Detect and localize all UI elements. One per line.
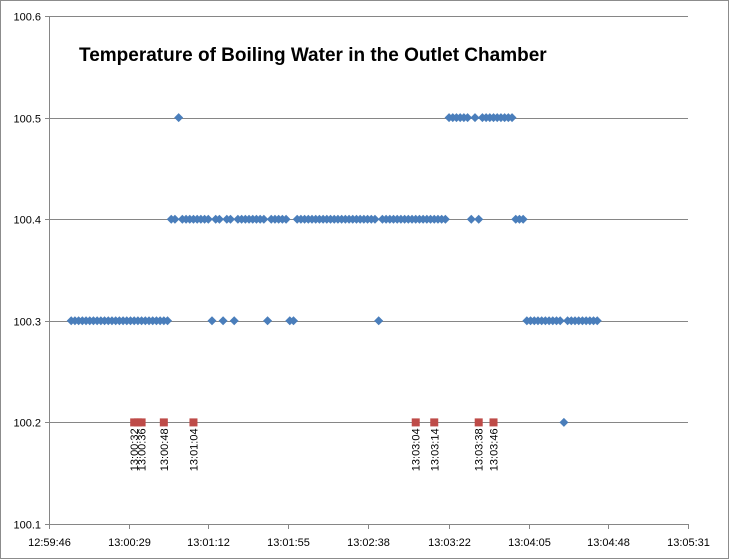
data-point-temperature (207, 316, 217, 326)
data-label-event: 13:00:32 (129, 428, 141, 471)
data-label-event: 13:00:36 (137, 428, 149, 471)
data-point-temperature (163, 316, 173, 326)
data-point-temperature (507, 113, 517, 123)
data-point-temperature (592, 316, 602, 326)
data-label-event: 13:00:48 (159, 428, 171, 471)
y-tick-label: 100.1 (13, 520, 41, 532)
data-point-temperature (170, 214, 180, 224)
data-point-temperature (174, 113, 184, 123)
data-point-temperature (259, 214, 269, 224)
data-label-event: 13:03:14 (429, 428, 441, 471)
data-point-temperature (463, 113, 473, 123)
data-point-event (411, 418, 420, 427)
y-tick-labels: 100.1 100.2 100.3 100.4 100.5 100.6 (13, 12, 41, 532)
data-point-event (137, 418, 146, 427)
data-point-temperature (474, 214, 484, 224)
data-point-temperature (281, 214, 291, 224)
data-point-event (474, 418, 483, 427)
x-tick-label: 13:01:55 (267, 537, 310, 549)
data-point-temperature (559, 417, 569, 427)
x-tick-labels: 12:59:46 13:00:29 13:01:12 13:01:55 13:02:38… (28, 537, 710, 549)
y-tick-label: 100.2 (13, 418, 41, 430)
data-point-temperature (218, 316, 228, 326)
data-point-temperature (518, 214, 528, 224)
x-tick-label: 13:00:29 (108, 537, 151, 549)
data-point-temperature (440, 214, 450, 224)
x-tick-label: 13:01:12 (187, 537, 230, 549)
data-label-event: 13:03:38 (474, 428, 486, 471)
data-point-temperature (203, 214, 213, 224)
data-point-event (189, 418, 198, 427)
data-point-temperature (370, 214, 380, 224)
x-tick-label: 13:05:31 (667, 537, 710, 549)
x-tick-label: 12:59:46 (28, 537, 71, 549)
data-point-event (430, 418, 439, 427)
data-point-temperature (470, 113, 480, 123)
data-point-temperature (226, 214, 236, 224)
chart-title: Temperature of Boiling Water in the Outl… (79, 45, 547, 66)
data-point-temperature (229, 316, 239, 326)
y-tick-label: 100.6 (13, 12, 41, 24)
axes (45, 16, 689, 529)
data-label-event: 13:03:46 (489, 428, 501, 471)
data-point-temperature (288, 316, 298, 326)
x-tick-label: 13:04:48 (587, 537, 630, 549)
data-label-event: 13:03:04 (411, 428, 423, 471)
data-point-event (489, 418, 498, 427)
y-tick-label: 100.5 (13, 114, 41, 126)
data-point-event (159, 418, 168, 427)
y-tick-label: 100.3 (13, 317, 41, 329)
x-tick-label: 13:03:22 (428, 537, 471, 549)
data-point-temperature (374, 316, 384, 326)
x-tick-label: 13:02:38 (347, 537, 390, 549)
data-series (66, 113, 602, 427)
data-point-temperature (466, 214, 476, 224)
y-tick-label: 100.4 (13, 215, 41, 227)
x-tick-label: 13:04:05 (508, 537, 551, 549)
data-point-temperature (214, 214, 224, 224)
data-point-temperature (555, 316, 565, 326)
data-label-event: 13:01:04 (188, 428, 200, 471)
data-point-temperature (263, 316, 273, 326)
